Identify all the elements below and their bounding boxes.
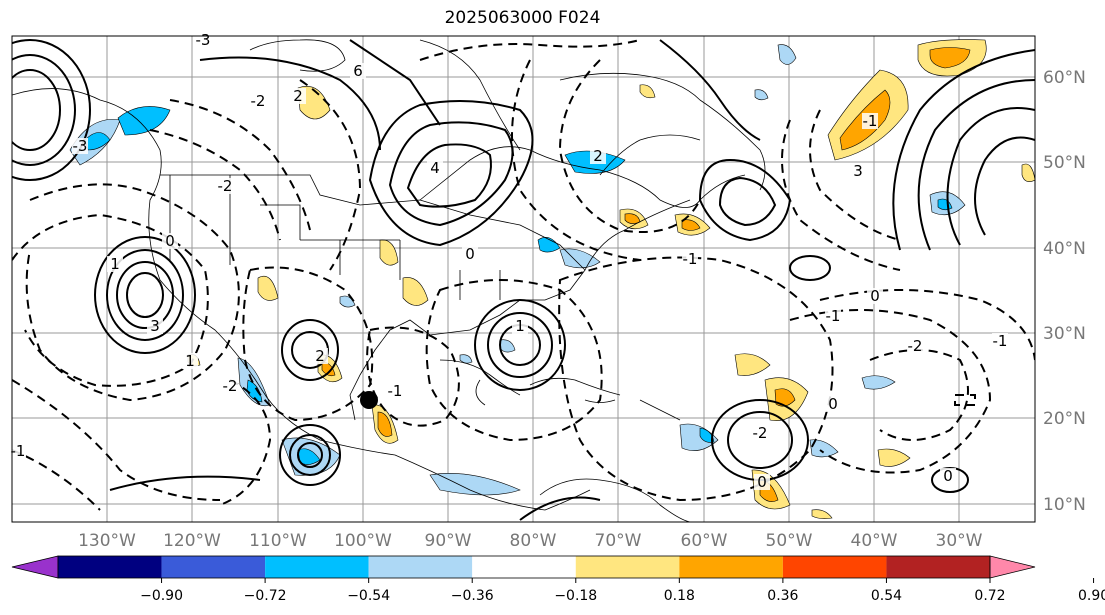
contour-label: -2 <box>908 337 923 355</box>
contour-label: 0 <box>870 287 880 305</box>
contour-label: 0 <box>465 245 475 263</box>
contour-label: -2 <box>218 177 233 195</box>
height-contours <box>12 39 1035 521</box>
contour-label: 1 <box>515 317 525 335</box>
colorbar-tick-label: −0.72 <box>244 588 287 604</box>
contour-label: -1 <box>863 112 878 130</box>
contour-label: 4 <box>430 159 440 177</box>
contour-label: -1 <box>11 442 26 460</box>
contour-label: -2 <box>753 424 768 442</box>
lon-tick-label: 90°W <box>425 531 472 551</box>
colorbar-box <box>886 556 990 578</box>
lon-tick-label: 100°W <box>334 531 392 551</box>
lon-tick-label: 40°W <box>851 531 898 551</box>
lon-tick-label: 30°W <box>936 531 983 551</box>
colorbar-tick-label: −0.36 <box>451 588 494 604</box>
contour-label: 0 <box>165 232 175 250</box>
colorbar-box <box>472 556 576 578</box>
lon-tick-label: 130°W <box>78 531 136 551</box>
contour-label: -3 <box>196 31 211 49</box>
lat-tick-label: 60°N <box>1043 68 1086 88</box>
contour-label: -1 <box>993 332 1008 350</box>
colorbar-box <box>161 556 266 578</box>
colorbar-tick-label: 0.36 <box>767 588 798 604</box>
colorbar: −0.90 −0.72 −0.54 −0.36 −0.18 0.18 0.36 0.54 0.7… <box>11 555 1105 604</box>
contour-label: 2 <box>293 87 303 105</box>
colorbar-box <box>782 556 887 578</box>
lon-tick-label: 80°W <box>510 531 557 551</box>
latitude-labels: 60°N 50°N 40°N 30°N 20°N 10°N <box>1043 68 1086 515</box>
colorbar-tick-label: 0.90 <box>1078 588 1105 604</box>
map-frame <box>11 35 1036 523</box>
lat-tick-label: 30°N <box>1043 324 1086 344</box>
contour-label: -1 <box>826 307 841 325</box>
colorbar-box <box>368 556 473 578</box>
contour-label: -1 <box>683 250 698 268</box>
lat-tick-label: 20°N <box>1043 409 1086 429</box>
colorbar-tick-label: −0.18 <box>554 588 597 604</box>
contour-label: 3 <box>150 317 160 335</box>
lon-tick-label: 120°W <box>163 531 221 551</box>
station-dot-marker <box>360 391 378 409</box>
colorbar-tick-label: −0.54 <box>347 588 390 604</box>
contour-label: 0 <box>757 473 767 491</box>
colorbar-extend-high <box>989 555 1036 579</box>
contour-label: 3 <box>853 162 863 180</box>
contour-label: 2 <box>593 147 603 165</box>
contour-label: 1 <box>110 255 120 273</box>
colorbar-tick-label: 0.54 <box>871 588 902 604</box>
contour-label: 1 <box>185 352 195 370</box>
lon-tick-label: 70°W <box>595 531 642 551</box>
contour-label: -2 <box>251 92 266 110</box>
contour-label: 0 <box>828 395 838 413</box>
contour-labels: -3 -2 -1 0 1 2 3 4 6 -2 -1 0 1 2 -3 -2 0 1 -1 -2 3 -1 0 -1 2 -2 0 0… <box>10 31 1008 491</box>
colorbar-tick-label: 0.18 <box>664 588 695 604</box>
longitude-labels: 130°W 120°W 110°W 100°W 90°W 80°W 70°W 60°W 50°W… <box>78 531 983 551</box>
colorbar-tick-label: −0.90 <box>140 588 183 604</box>
contour-label: 6 <box>353 62 363 80</box>
contour-label: 2 <box>315 347 325 365</box>
contour-label: 0 <box>943 467 953 485</box>
lon-tick-label: 50°W <box>766 531 813 551</box>
lat-tick-label: 50°N <box>1043 153 1086 173</box>
lat-tick-label: 10°N <box>1043 495 1086 515</box>
colorbar-tick-label: 0.72 <box>974 588 1005 604</box>
lon-tick-label: 110°W <box>249 531 307 551</box>
colorbar-box <box>265 556 369 578</box>
lon-tick-label: 60°W <box>681 531 728 551</box>
colorbar-extend-low <box>11 555 59 579</box>
contour-label: -3 <box>73 137 88 155</box>
map-title: 2025063000 F024 <box>444 8 601 28</box>
colorbar-box <box>58 556 162 578</box>
colorbar-box <box>679 556 783 578</box>
colorbar-box <box>575 556 680 578</box>
contour-label: -1 <box>388 382 403 400</box>
lat-tick-label: 40°N <box>1043 239 1086 259</box>
contour-label: -2 <box>223 377 238 395</box>
